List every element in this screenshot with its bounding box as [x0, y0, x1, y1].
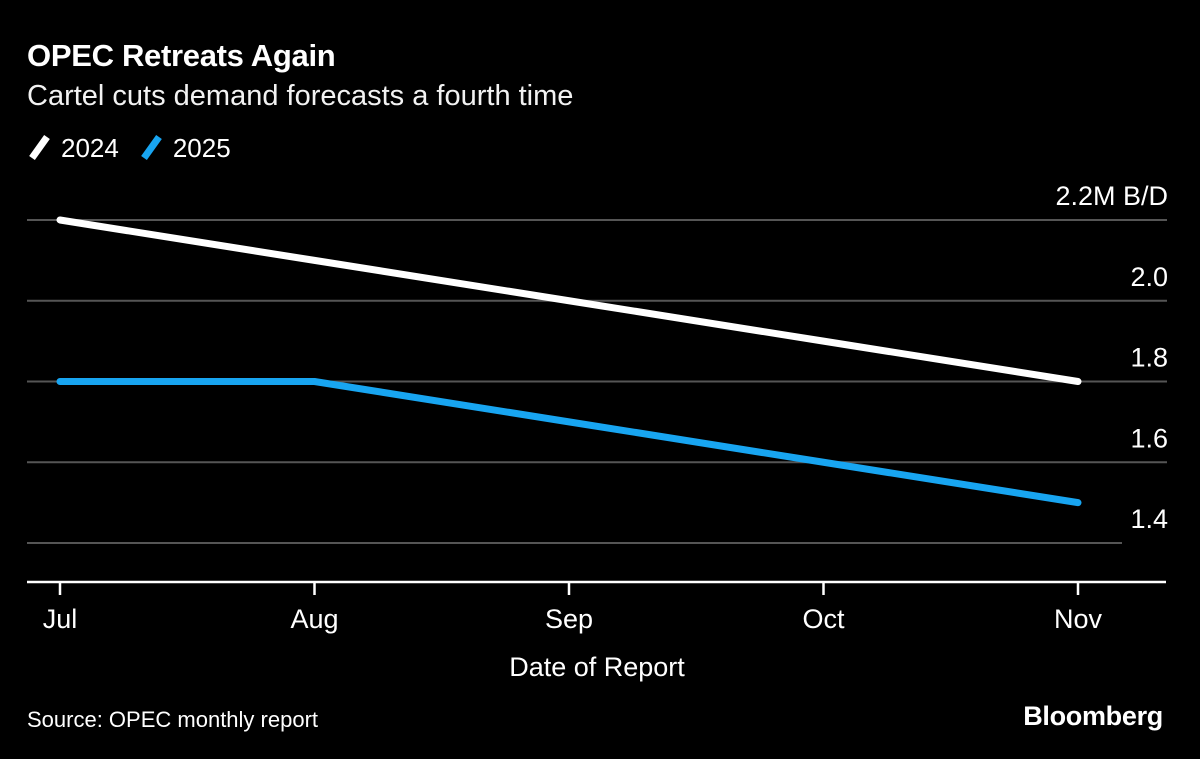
legend-swatch-2025-icon: [140, 134, 162, 161]
x-axis-label: Sep: [545, 604, 593, 634]
x-axis-label: Nov: [1054, 604, 1103, 634]
bloomberg-logo: Bloomberg: [1023, 701, 1163, 731]
chart-title: OPEC Retreats Again: [27, 38, 336, 73]
series-line-2025: [56, 378, 1082, 507]
y-axis-label: 1.4: [1130, 504, 1168, 534]
series-line-2024: [56, 216, 1082, 385]
legend-label-2025: 2025: [172, 133, 231, 163]
y-axis-label: 2.0: [1130, 262, 1168, 292]
y-axis-label: 2.2M B/D: [1055, 181, 1168, 211]
legend-item-2024: 2024: [27, 134, 119, 162]
legend: 2024 2025: [27, 134, 231, 162]
chart-subtitle: Cartel cuts demand forecasts a fourth ti…: [27, 80, 574, 112]
x-axis-label: Oct: [802, 604, 845, 634]
source-note: Source: OPEC monthly report: [27, 707, 319, 732]
y-axis-label: 1.8: [1130, 343, 1168, 373]
y-axis-label: 1.6: [1130, 423, 1168, 453]
x-axis-title: Date of Report: [509, 652, 685, 682]
x-axis-label: Jul: [43, 604, 78, 634]
legend-item-2025: 2025: [139, 134, 231, 162]
legend-label-2024: 2024: [61, 133, 119, 163]
legend-swatch-2024-icon: [29, 134, 50, 161]
x-axis-label: Aug: [290, 604, 338, 634]
